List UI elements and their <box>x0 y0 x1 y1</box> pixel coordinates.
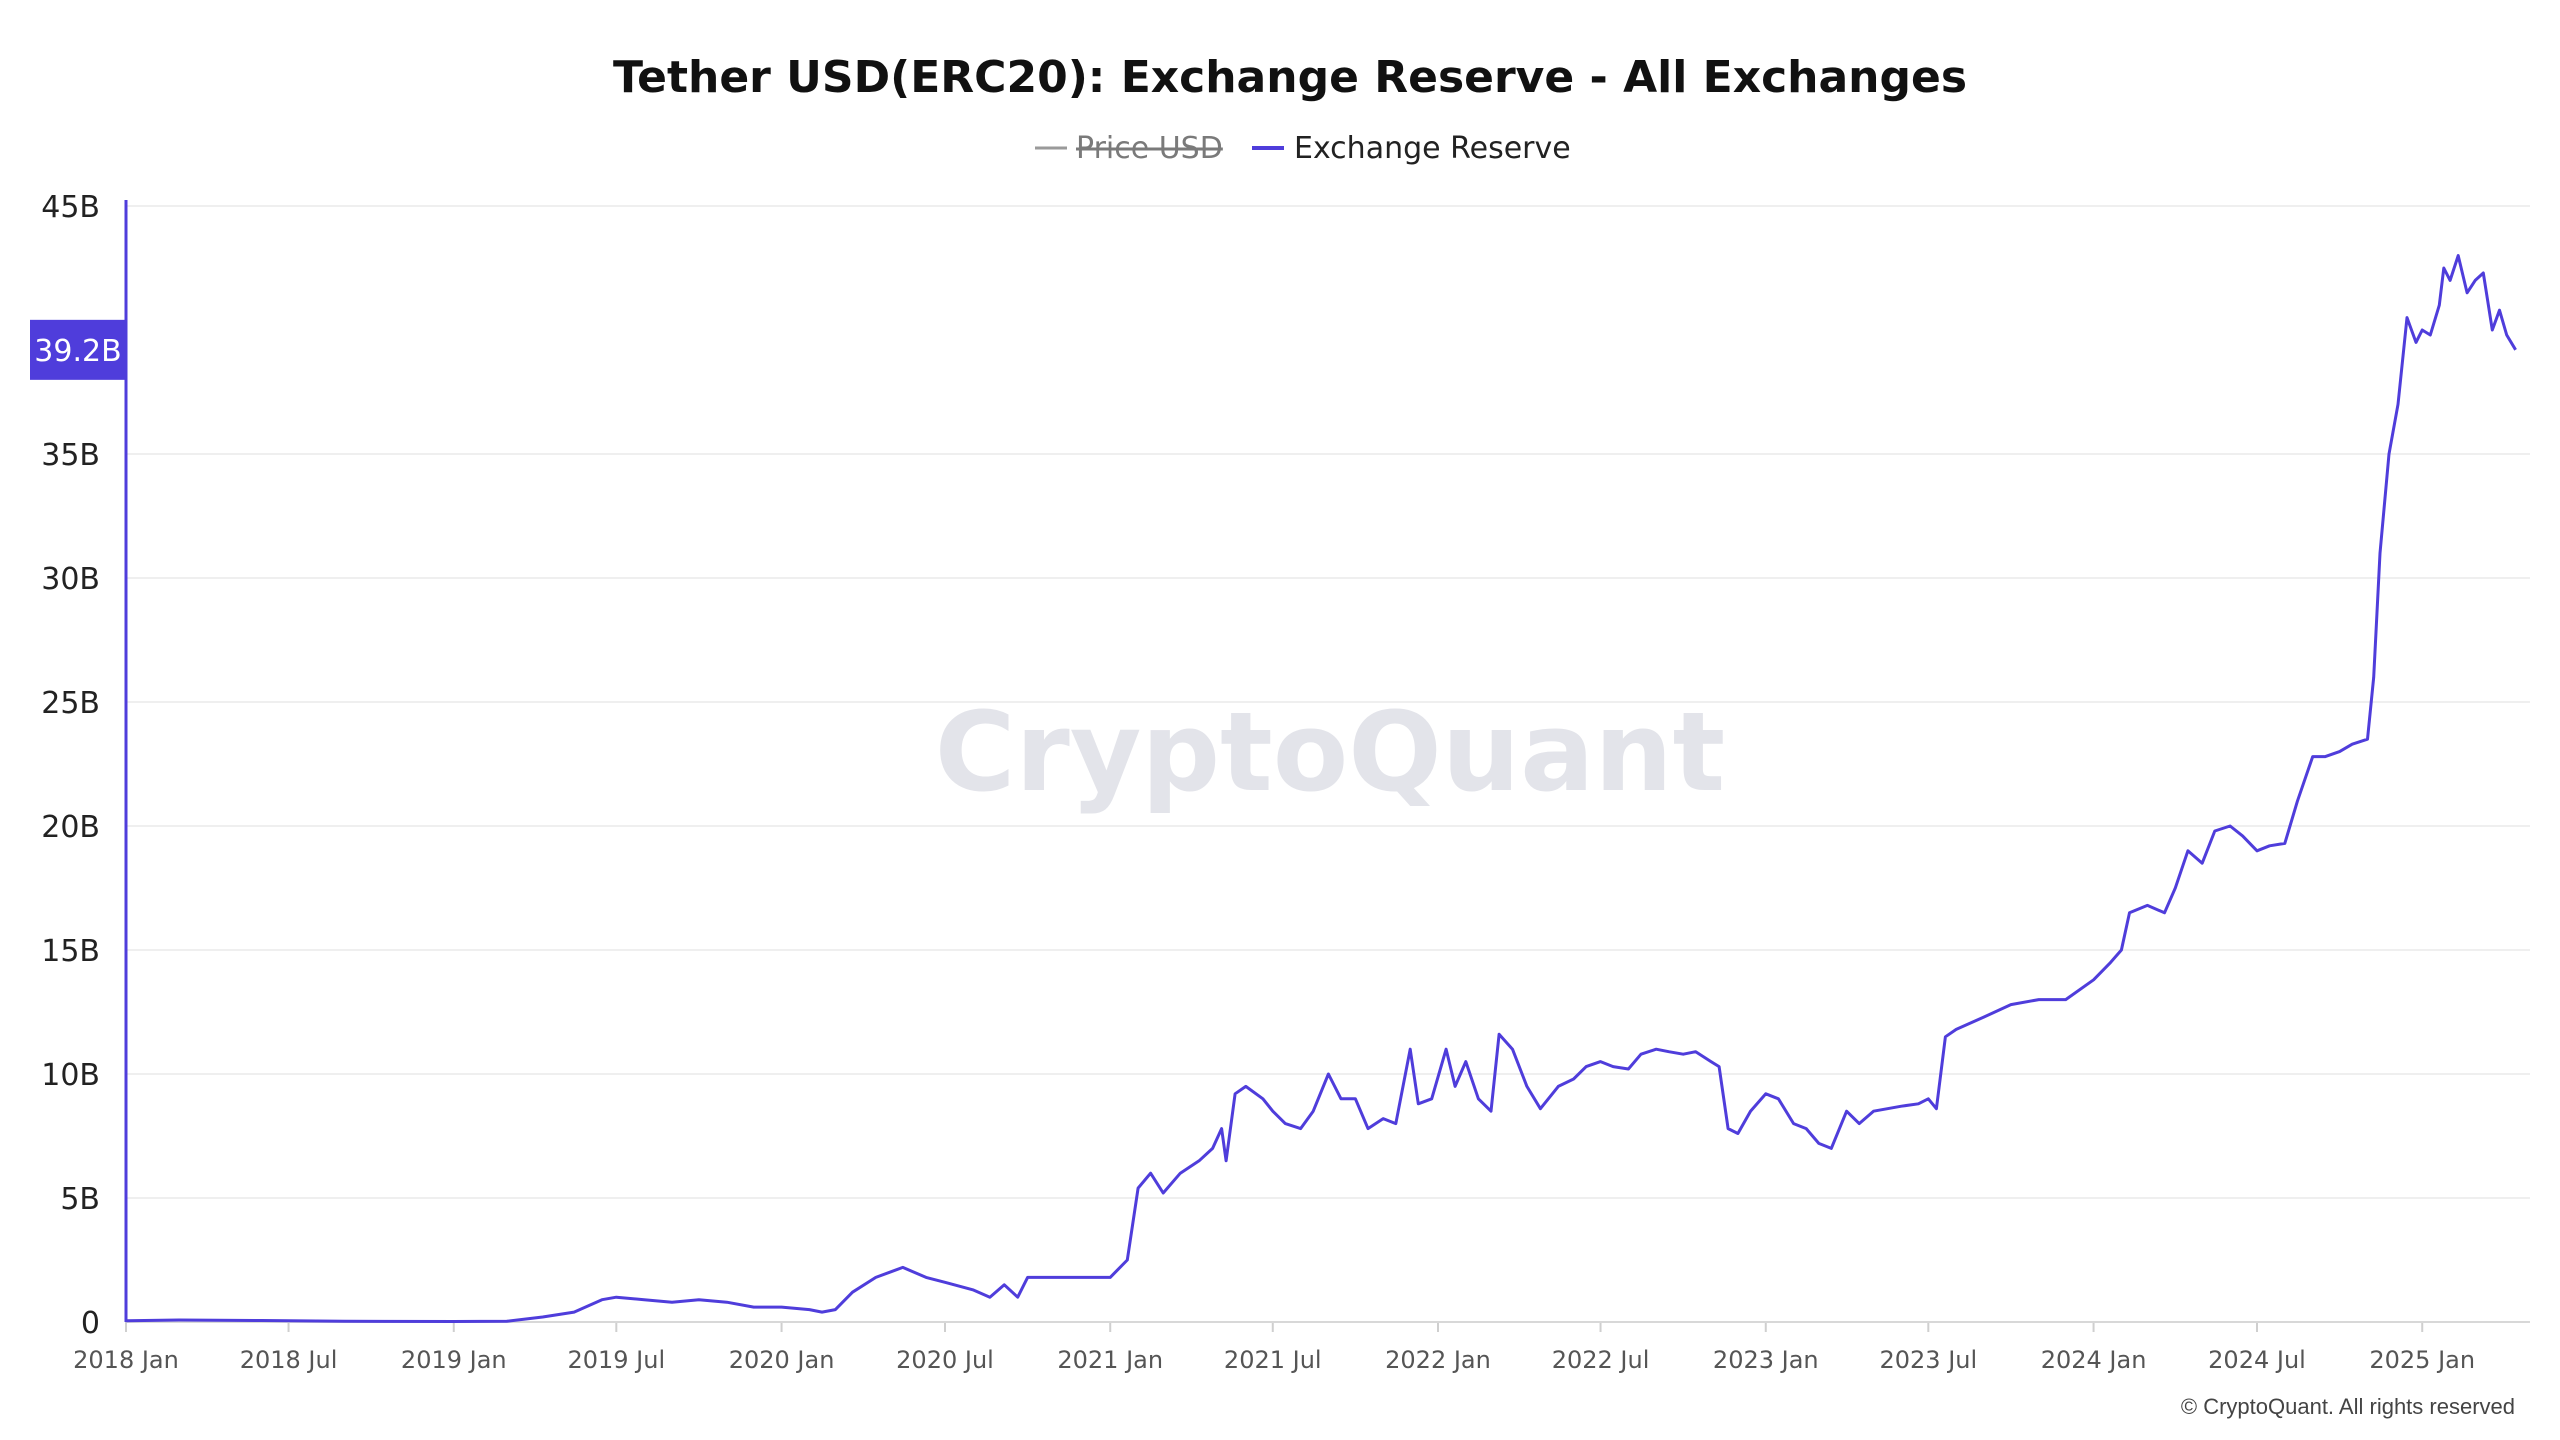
series-line-exchange-reserve <box>125 254 2517 1323</box>
copyright-text: © CryptoQuant. All rights reserved <box>2181 1394 2515 1419</box>
chart-title: Tether USD(ERC20): Exchange Reserve - Al… <box>613 52 1967 103</box>
x-tick-label: 2020 Jan <box>729 1346 835 1374</box>
y-axis-ticks: 0 5B 10B 15B 20B 25B 30B 35B 45B <box>41 190 100 1341</box>
grid-lines <box>126 205 2530 1199</box>
y-tick-label: 20B <box>41 810 100 845</box>
y-tick-label: 45B <box>41 190 100 225</box>
x-tick-label: 2022 Jan <box>1385 1346 1491 1374</box>
legend-label-price-usd: Price USD <box>1076 131 1223 166</box>
x-tick-label: 2019 Jul <box>567 1346 665 1374</box>
legend-label-exchange-reserve: Exchange Reserve <box>1294 131 1571 166</box>
x-axis-ticks: 2018 Jan 2018 Jul 2019 Jan 2019 Jul 2020 Jan… <box>73 1322 2475 1374</box>
x-tick-label: 2018 Jul <box>240 1346 338 1374</box>
y-tick-label: 15B <box>41 934 100 969</box>
x-tick-label: 2021 Jul <box>1224 1346 1322 1374</box>
y-tick-label: 35B <box>41 438 100 473</box>
y-tick-label: 0 <box>81 1306 100 1341</box>
current-value-badge: 39.2B <box>30 319 126 380</box>
y-tick-label: 25B <box>41 686 100 721</box>
y-tick-label: 10B <box>41 1058 100 1093</box>
x-tick-label: 2021 Jan <box>1057 1346 1163 1374</box>
x-tick-label: 2023 Jul <box>1879 1346 1977 1374</box>
x-tick-label: 2022 Jul <box>1552 1346 1650 1374</box>
current-value-box <box>30 319 126 380</box>
legend-item-price-usd[interactable]: Price USD <box>1035 131 1223 166</box>
x-tick-label: 2025 Jan <box>2369 1346 2475 1374</box>
legend: Price USD Exchange Reserve <box>1035 131 1571 166</box>
current-value-label: 39.2B <box>34 334 121 369</box>
x-tick-label: 2018 Jan <box>73 1346 179 1374</box>
x-tick-label: 2024 Jan <box>2041 1346 2147 1374</box>
x-tick-label: 2019 Jan <box>401 1346 507 1374</box>
x-tick-label: 2024 Jul <box>2208 1346 2306 1374</box>
watermark: CryptoQuant <box>935 688 1726 816</box>
y-tick-label: 5B <box>60 1182 100 1217</box>
y-tick-label: 30B <box>41 562 100 597</box>
x-tick-label: 2020 Jul <box>896 1346 994 1374</box>
x-tick-label: 2023 Jan <box>1713 1346 1819 1374</box>
legend-item-exchange-reserve[interactable]: Exchange Reserve <box>1252 131 1571 166</box>
